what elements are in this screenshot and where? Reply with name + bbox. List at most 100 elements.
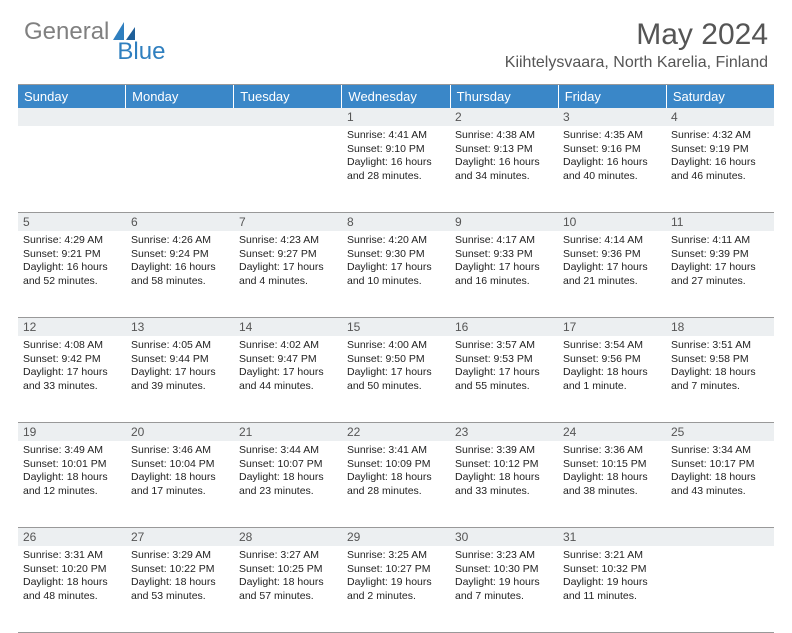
- day-number: 4: [666, 108, 774, 126]
- day-number: 5: [18, 213, 126, 231]
- day-cell: Sunrise: 3:36 AMSunset: 10:15 PMDaylight…: [558, 441, 666, 527]
- daynum-row: 262728293031: [18, 528, 774, 546]
- daynum-row: 12131415161718: [18, 318, 774, 336]
- sunrise-text: Sunrise: 4:20 AM: [347, 234, 445, 248]
- day-number: 1: [342, 108, 450, 126]
- daylight-text: Daylight: 17 hours and 21 minutes.: [563, 261, 661, 288]
- sunset-text: Sunset: 9:50 PM: [347, 353, 445, 367]
- day-cell: Sunrise: 4:11 AMSunset: 9:39 PMDaylight:…: [666, 231, 774, 317]
- week-row: Sunrise: 3:49 AMSunset: 10:01 PMDaylight…: [18, 441, 774, 528]
- daylight-text: Daylight: 18 hours and 33 minutes.: [455, 471, 553, 498]
- day-number: 24: [558, 423, 666, 441]
- sunset-text: Sunset: 10:04 PM: [131, 458, 229, 472]
- daylight-text: Daylight: 17 hours and 27 minutes.: [671, 261, 769, 288]
- daynum-row: 19202122232425: [18, 423, 774, 441]
- sunset-text: Sunset: 10:12 PM: [455, 458, 553, 472]
- daylight-text: Daylight: 18 hours and 12 minutes.: [23, 471, 121, 498]
- day-number: 21: [234, 423, 342, 441]
- day-number: 31: [558, 528, 666, 546]
- brand-part2: Blue: [117, 38, 165, 66]
- sunset-text: Sunset: 9:13 PM: [455, 143, 553, 157]
- daylight-text: Daylight: 18 hours and 7 minutes.: [671, 366, 769, 393]
- day-cell: Sunrise: 4:02 AMSunset: 9:47 PMDaylight:…: [234, 336, 342, 422]
- sunset-text: Sunset: 9:56 PM: [563, 353, 661, 367]
- sunset-text: Sunset: 9:10 PM: [347, 143, 445, 157]
- day-number: 2: [450, 108, 558, 126]
- day-cell: Sunrise: 4:14 AMSunset: 9:36 PMDaylight:…: [558, 231, 666, 317]
- day-cell: [234, 126, 342, 212]
- weekday-header-row: SundayMondayTuesdayWednesdayThursdayFrid…: [18, 85, 774, 108]
- day-number: [18, 108, 126, 126]
- sunset-text: Sunset: 10:25 PM: [239, 563, 337, 577]
- weekday-header: Sunday: [18, 85, 126, 108]
- weekday-header: Thursday: [451, 85, 559, 108]
- day-cell: Sunrise: 3:29 AMSunset: 10:22 PMDaylight…: [126, 546, 234, 632]
- day-cell: Sunrise: 4:00 AMSunset: 9:50 PMDaylight:…: [342, 336, 450, 422]
- page-header: General Blue May 2024 Kiihtelysvaara, No…: [0, 0, 792, 76]
- weekday-header: Saturday: [667, 85, 774, 108]
- sunrise-text: Sunrise: 4:38 AM: [455, 129, 553, 143]
- sunrise-text: Sunrise: 4:41 AM: [347, 129, 445, 143]
- day-number: 9: [450, 213, 558, 231]
- brand-logo: General Blue: [24, 18, 165, 46]
- day-number: 12: [18, 318, 126, 336]
- daynum-row: 567891011: [18, 213, 774, 231]
- sunset-text: Sunset: 10:22 PM: [131, 563, 229, 577]
- day-cell: Sunrise: 4:32 AMSunset: 9:19 PMDaylight:…: [666, 126, 774, 212]
- daylight-text: Daylight: 18 hours and 1 minute.: [563, 366, 661, 393]
- sunset-text: Sunset: 9:47 PM: [239, 353, 337, 367]
- brand-part1: General: [24, 18, 109, 46]
- week-row: Sunrise: 4:08 AMSunset: 9:42 PMDaylight:…: [18, 336, 774, 423]
- daylight-text: Daylight: 17 hours and 55 minutes.: [455, 366, 553, 393]
- day-number: 22: [342, 423, 450, 441]
- daylight-text: Daylight: 18 hours and 53 minutes.: [131, 576, 229, 603]
- daylight-text: Daylight: 16 hours and 52 minutes.: [23, 261, 121, 288]
- day-cell: Sunrise: 4:26 AMSunset: 9:24 PMDaylight:…: [126, 231, 234, 317]
- day-cell: Sunrise: 3:34 AMSunset: 10:17 PMDaylight…: [666, 441, 774, 527]
- sunset-text: Sunset: 9:36 PM: [563, 248, 661, 262]
- day-number: 30: [450, 528, 558, 546]
- day-number: 20: [126, 423, 234, 441]
- daylight-text: Daylight: 17 hours and 10 minutes.: [347, 261, 445, 288]
- sunrise-text: Sunrise: 3:27 AM: [239, 549, 337, 563]
- day-number: [234, 108, 342, 126]
- daylight-text: Daylight: 19 hours and 11 minutes.: [563, 576, 661, 603]
- day-cell: Sunrise: 3:57 AMSunset: 9:53 PMDaylight:…: [450, 336, 558, 422]
- sunrise-text: Sunrise: 3:46 AM: [131, 444, 229, 458]
- sunrise-text: Sunrise: 4:05 AM: [131, 339, 229, 353]
- daylight-text: Daylight: 18 hours and 23 minutes.: [239, 471, 337, 498]
- sunrise-text: Sunrise: 4:29 AM: [23, 234, 121, 248]
- sunrise-text: Sunrise: 4:23 AM: [239, 234, 337, 248]
- day-cell: Sunrise: 3:39 AMSunset: 10:12 PMDaylight…: [450, 441, 558, 527]
- day-number: 10: [558, 213, 666, 231]
- day-cell: Sunrise: 4:08 AMSunset: 9:42 PMDaylight:…: [18, 336, 126, 422]
- daylight-text: Daylight: 19 hours and 2 minutes.: [347, 576, 445, 603]
- day-number: 29: [342, 528, 450, 546]
- sunset-text: Sunset: 9:24 PM: [131, 248, 229, 262]
- day-cell: [126, 126, 234, 212]
- daylight-text: Daylight: 18 hours and 43 minutes.: [671, 471, 769, 498]
- sunrise-text: Sunrise: 4:35 AM: [563, 129, 661, 143]
- sunrise-text: Sunrise: 3:57 AM: [455, 339, 553, 353]
- sunrise-text: Sunrise: 4:08 AM: [23, 339, 121, 353]
- sunset-text: Sunset: 9:42 PM: [23, 353, 121, 367]
- sunset-text: Sunset: 9:58 PM: [671, 353, 769, 367]
- day-number: 11: [666, 213, 774, 231]
- sunrise-text: Sunrise: 3:49 AM: [23, 444, 121, 458]
- sunrise-text: Sunrise: 4:00 AM: [347, 339, 445, 353]
- daylight-text: Daylight: 16 hours and 46 minutes.: [671, 156, 769, 183]
- daylight-text: Daylight: 17 hours and 33 minutes.: [23, 366, 121, 393]
- daylight-text: Daylight: 18 hours and 38 minutes.: [563, 471, 661, 498]
- day-cell: Sunrise: 4:20 AMSunset: 9:30 PMDaylight:…: [342, 231, 450, 317]
- day-number: 13: [126, 318, 234, 336]
- sunrise-text: Sunrise: 3:36 AM: [563, 444, 661, 458]
- day-number: 17: [558, 318, 666, 336]
- daylight-text: Daylight: 18 hours and 17 minutes.: [131, 471, 229, 498]
- week-row: Sunrise: 4:41 AMSunset: 9:10 PM Daylight:…: [18, 126, 774, 213]
- sunrise-text: Sunrise: 4:11 AM: [671, 234, 769, 248]
- daylight-text: Daylight: 17 hours and 4 minutes.: [239, 261, 337, 288]
- day-cell: Sunrise: 4:41 AMSunset: 9:10 PMDaylight:…: [342, 126, 450, 212]
- day-number: 26: [18, 528, 126, 546]
- day-number: 16: [450, 318, 558, 336]
- daylight-text: Daylight: 18 hours and 28 minutes.: [347, 471, 445, 498]
